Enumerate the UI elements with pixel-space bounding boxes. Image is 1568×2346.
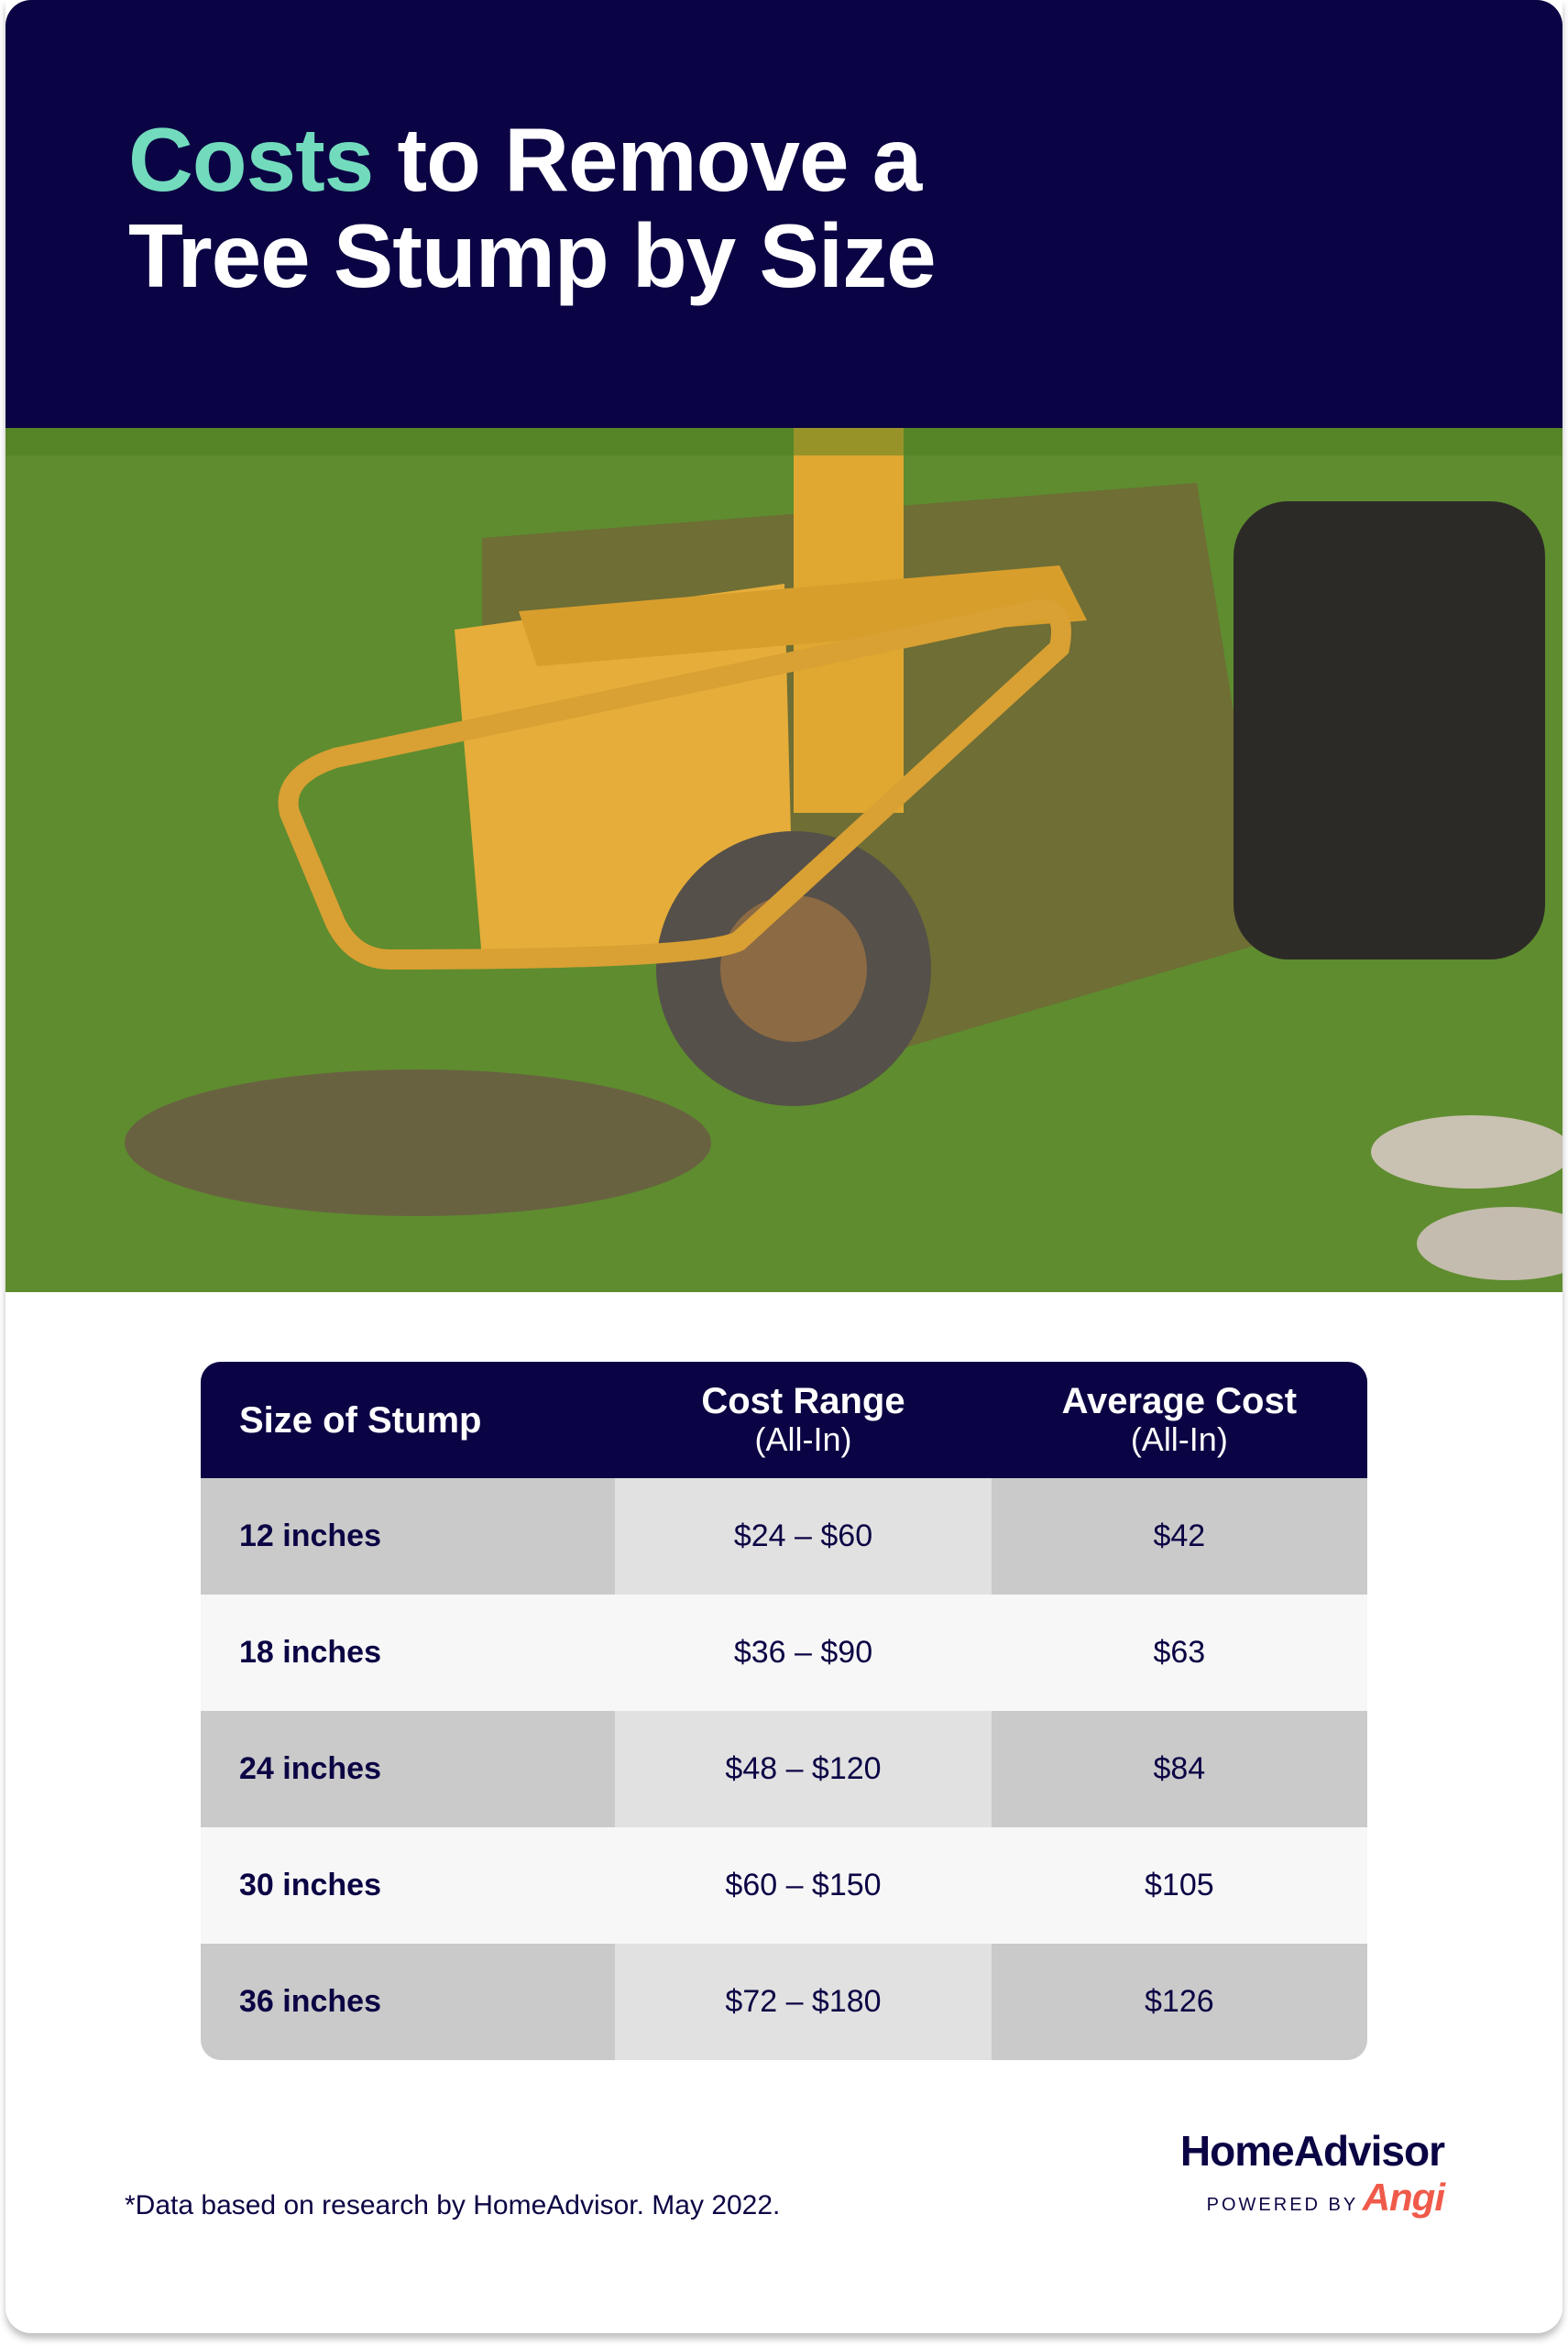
brand-name: HomeAdvisor <box>1179 2127 1445 2175</box>
table-row: 36 inches $72 – $180 $126 <box>201 1944 1367 2060</box>
header-label: Cost Range <box>701 1380 905 1421</box>
cell-cost-range: $24 – $60 <box>615 1478 992 1595</box>
header-cost-range: Cost Range (All-In) <box>615 1362 991 1478</box>
header-label: Average Cost <box>1061 1380 1298 1421</box>
cell-cost-range: $72 – $180 <box>615 1944 992 2060</box>
infographic-card: Costs to Remove a Tree Stump by Size Size… <box>5 0 1563 2333</box>
title-line1: to Remove a <box>373 109 923 210</box>
footnote: *Data based on research by HomeAdvisor. … <box>125 2190 781 2220</box>
table-header: Size of Stump Cost Range (All-In) Average… <box>201 1362 1367 1478</box>
header-banner: Costs to Remove a Tree Stump by Size <box>5 0 1563 428</box>
cell-average-cost: $126 <box>991 1944 1367 2060</box>
cell-cost-range: $36 – $90 <box>615 1595 992 1711</box>
header-sublabel: (All-In) <box>754 1420 852 1458</box>
cell-size: 36 inches <box>201 1944 616 2060</box>
header-label: Size of Stump <box>239 1399 482 1441</box>
header-sublabel: (All-In) <box>1130 1420 1228 1458</box>
cell-average-cost: $84 <box>991 1711 1367 1827</box>
table-row: 30 inches $60 – $150 $105 <box>201 1827 1367 1944</box>
cell-size: 30 inches <box>201 1827 616 1944</box>
cell-average-cost: $42 <box>991 1478 1367 1595</box>
homeadvisor-logo: HomeAdvisor POWERED BY Angi <box>1169 2126 1445 2220</box>
header-size: Size of Stump <box>201 1362 615 1478</box>
title-accent: Costs <box>128 109 374 210</box>
cell-size: 12 inches <box>201 1478 616 1595</box>
cell-cost-range: $48 – $120 <box>615 1711 992 1827</box>
powered-by: POWERED BY <box>1206 2195 1359 2215</box>
table-row: 12 inches $24 – $60 $42 <box>201 1478 1367 1595</box>
cell-size: 24 inches <box>201 1711 616 1827</box>
page-title: Costs to Remove a Tree Stump by Size <box>128 109 937 306</box>
table-row: 18 inches $36 – $90 $63 <box>201 1595 1367 1711</box>
cell-size: 18 inches <box>201 1595 616 1711</box>
angi-logo: Angi <box>1362 2176 1445 2219</box>
stump-grinder-photo <box>5 428 1563 1292</box>
cost-table: Size of Stump Cost Range (All-In) Average… <box>201 1362 1367 2060</box>
cell-average-cost: $105 <box>991 1827 1367 1944</box>
title-line2: Tree Stump by Size <box>128 205 937 306</box>
cell-average-cost: $63 <box>991 1595 1367 1711</box>
table-row: 24 inches $48 – $120 $84 <box>201 1711 1367 1827</box>
header-average-cost: Average Cost (All-In) <box>992 1362 1367 1478</box>
cell-cost-range: $60 – $150 <box>615 1827 992 1944</box>
